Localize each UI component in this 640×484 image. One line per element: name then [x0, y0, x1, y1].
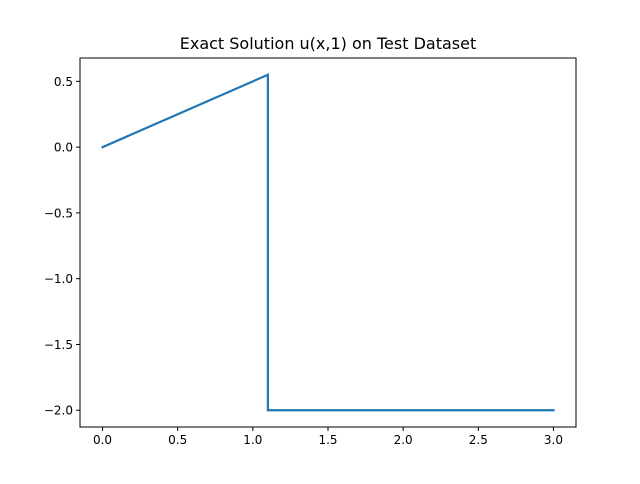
chart-title: Exact Solution u(x,1) on Test Dataset	[180, 34, 477, 53]
y-tick-label: −0.5	[44, 206, 73, 220]
x-tick-label: 1.0	[243, 433, 262, 447]
x-tick-label: 1.5	[318, 433, 337, 447]
y-tick-label: 0.0	[54, 141, 73, 155]
y-tick-label: −1.0	[44, 272, 73, 286]
x-tick-label: 0.5	[168, 433, 187, 447]
plot-area: 0.0 0.5 1.0 1.5 2.0 2.5 3.0 0.5 0.0 −0.5 −1.0 −1.5 −…	[44, 57, 577, 447]
y-tick-label: −1.5	[44, 338, 73, 352]
y-tick-label: 0.5	[54, 75, 73, 89]
y-tick-label: −2.0	[44, 404, 73, 418]
x-tick-label: 2.5	[469, 433, 488, 447]
x-tick-label: 3.0	[544, 433, 563, 447]
series-line-0	[101, 73, 555, 412]
x-tick-label: 2.0	[394, 433, 413, 447]
x-tick-label: 0.0	[93, 433, 112, 447]
